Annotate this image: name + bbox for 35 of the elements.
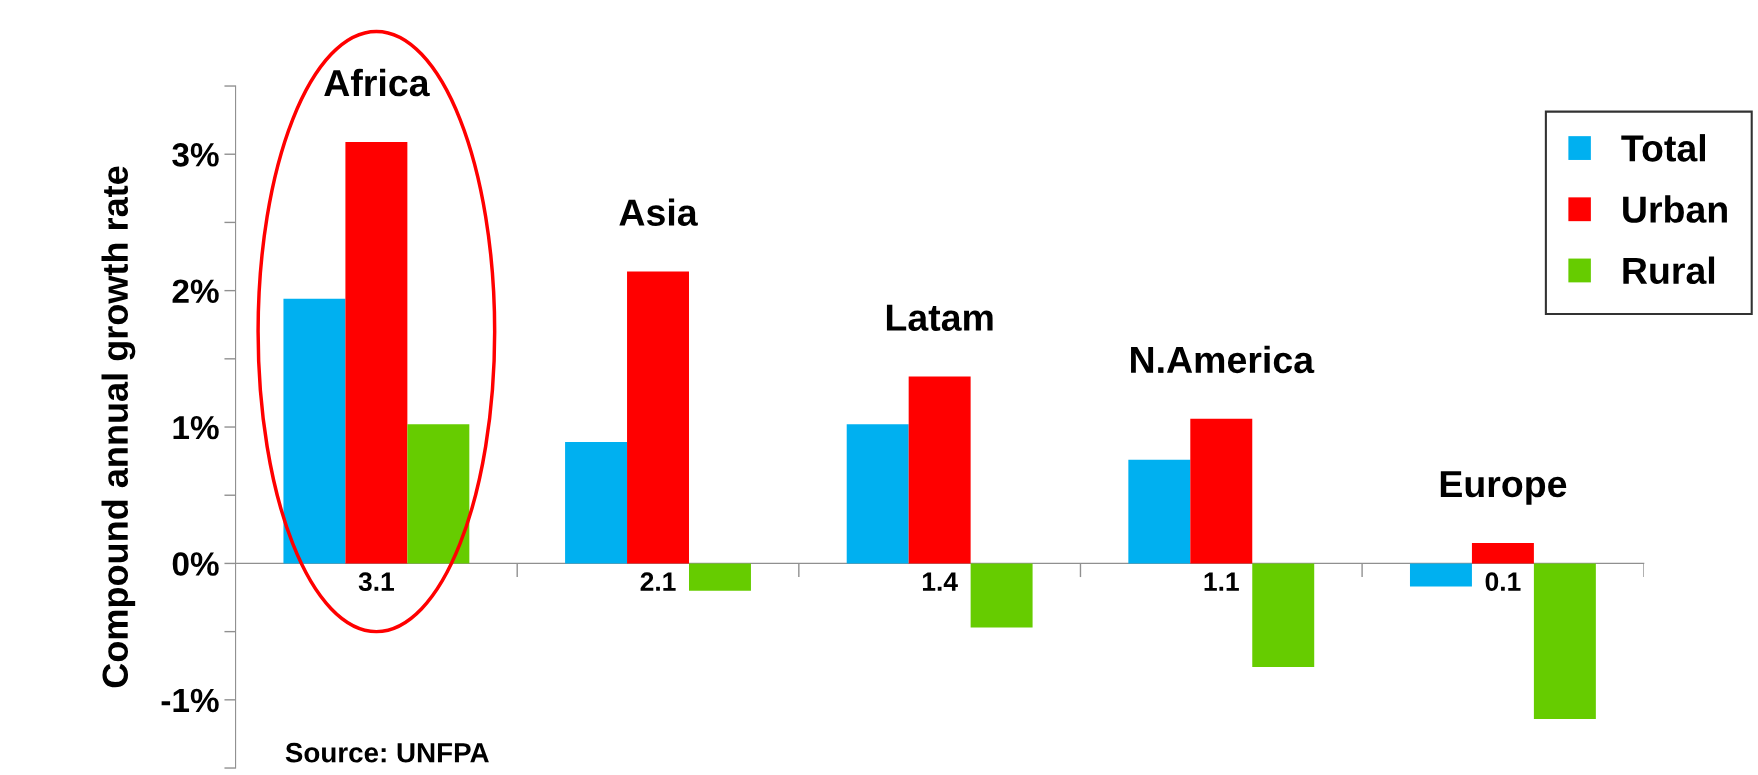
bar — [627, 271, 689, 564]
bar — [1409, 563, 1472, 587]
y-tick-label: 3% — [172, 143, 219, 167]
y-tick-label: -1% — [161, 688, 219, 713]
y-axis-title: Compound annual growth rate — [101, 166, 136, 688]
bar — [1533, 563, 1596, 719]
bar — [283, 298, 346, 564]
bar — [846, 424, 909, 564]
bar — [970, 563, 1033, 628]
data-label: 3.1 — [358, 572, 394, 592]
bar — [345, 141, 408, 564]
bar — [908, 376, 971, 564]
y-tick-label: 1% — [173, 415, 219, 440]
x-tick-label: Europe — [1440, 471, 1567, 505]
bar — [565, 442, 628, 564]
data-label: 1.1 — [1204, 572, 1239, 591]
data-label: 2.1 — [640, 572, 676, 591]
x-tick-label: N.America — [1131, 345, 1315, 374]
bar — [1190, 418, 1253, 564]
y-tick-label: 0% — [172, 552, 219, 576]
x-tick-label: Asia — [619, 198, 698, 226]
bar — [1471, 542, 1534, 564]
annotation: Source: UNFPA — [285, 742, 489, 763]
legend-label: Total — [1621, 134, 1706, 162]
y-tick-label: 2% — [172, 279, 219, 303]
bar — [407, 424, 470, 564]
data-label: 0.1 — [1485, 572, 1521, 591]
x-tick-label: Latam — [886, 304, 993, 331]
legend-label: Urban — [1623, 195, 1727, 223]
bar — [689, 563, 751, 591]
legend-label: Rural — [1623, 256, 1715, 285]
bar — [1128, 459, 1191, 564]
bar — [1252, 563, 1315, 668]
x-tick-label: Africa — [324, 68, 430, 97]
data-label: 1.4 — [922, 572, 958, 591]
